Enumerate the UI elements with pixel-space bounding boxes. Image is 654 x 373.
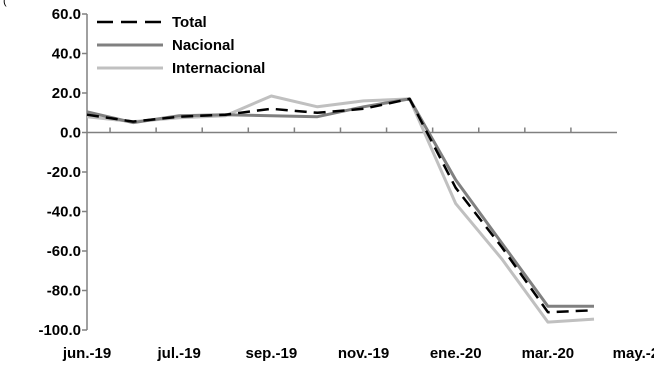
y-tick-label: -60.0 xyxy=(47,243,81,260)
y-tick-label: -100.0 xyxy=(38,322,81,339)
legend-label-total: Total xyxy=(172,14,207,31)
x-tick-label: ene.-20 xyxy=(430,345,482,362)
y-tick-label: 20.0 xyxy=(52,85,81,102)
y-tick-label: 0.0 xyxy=(60,125,81,142)
legend: Total Nacional Internacional xyxy=(97,14,265,77)
y-tick-label: -40.0 xyxy=(47,204,81,221)
y-tick-label: 60.0 xyxy=(52,6,81,23)
series-layer xyxy=(86,94,595,324)
x-tick-label: sep.-19 xyxy=(245,345,297,362)
x-tick-label: may.-20 xyxy=(613,345,654,362)
corner-text: ( xyxy=(3,0,7,7)
legend-label-nacional: Nacional xyxy=(172,37,235,54)
y-tick-label: -20.0 xyxy=(47,164,81,181)
y-tick-label: -80.0 xyxy=(47,283,81,300)
x-tick-label: jul.-19 xyxy=(156,345,200,362)
x-tick-label: jun.-19 xyxy=(62,345,111,362)
legend-label-internacional: Internacional xyxy=(172,60,265,77)
series-line-total xyxy=(86,97,595,314)
x-tick-label: nov.-19 xyxy=(338,345,389,362)
y-tick-label: 40.0 xyxy=(52,46,81,63)
x-tick-label: mar.-20 xyxy=(522,345,575,362)
axes: 60.0 40.0 20.0 0.0 -20.0 -40.0 -60.0 -80.0 -100.… xyxy=(38,6,654,362)
